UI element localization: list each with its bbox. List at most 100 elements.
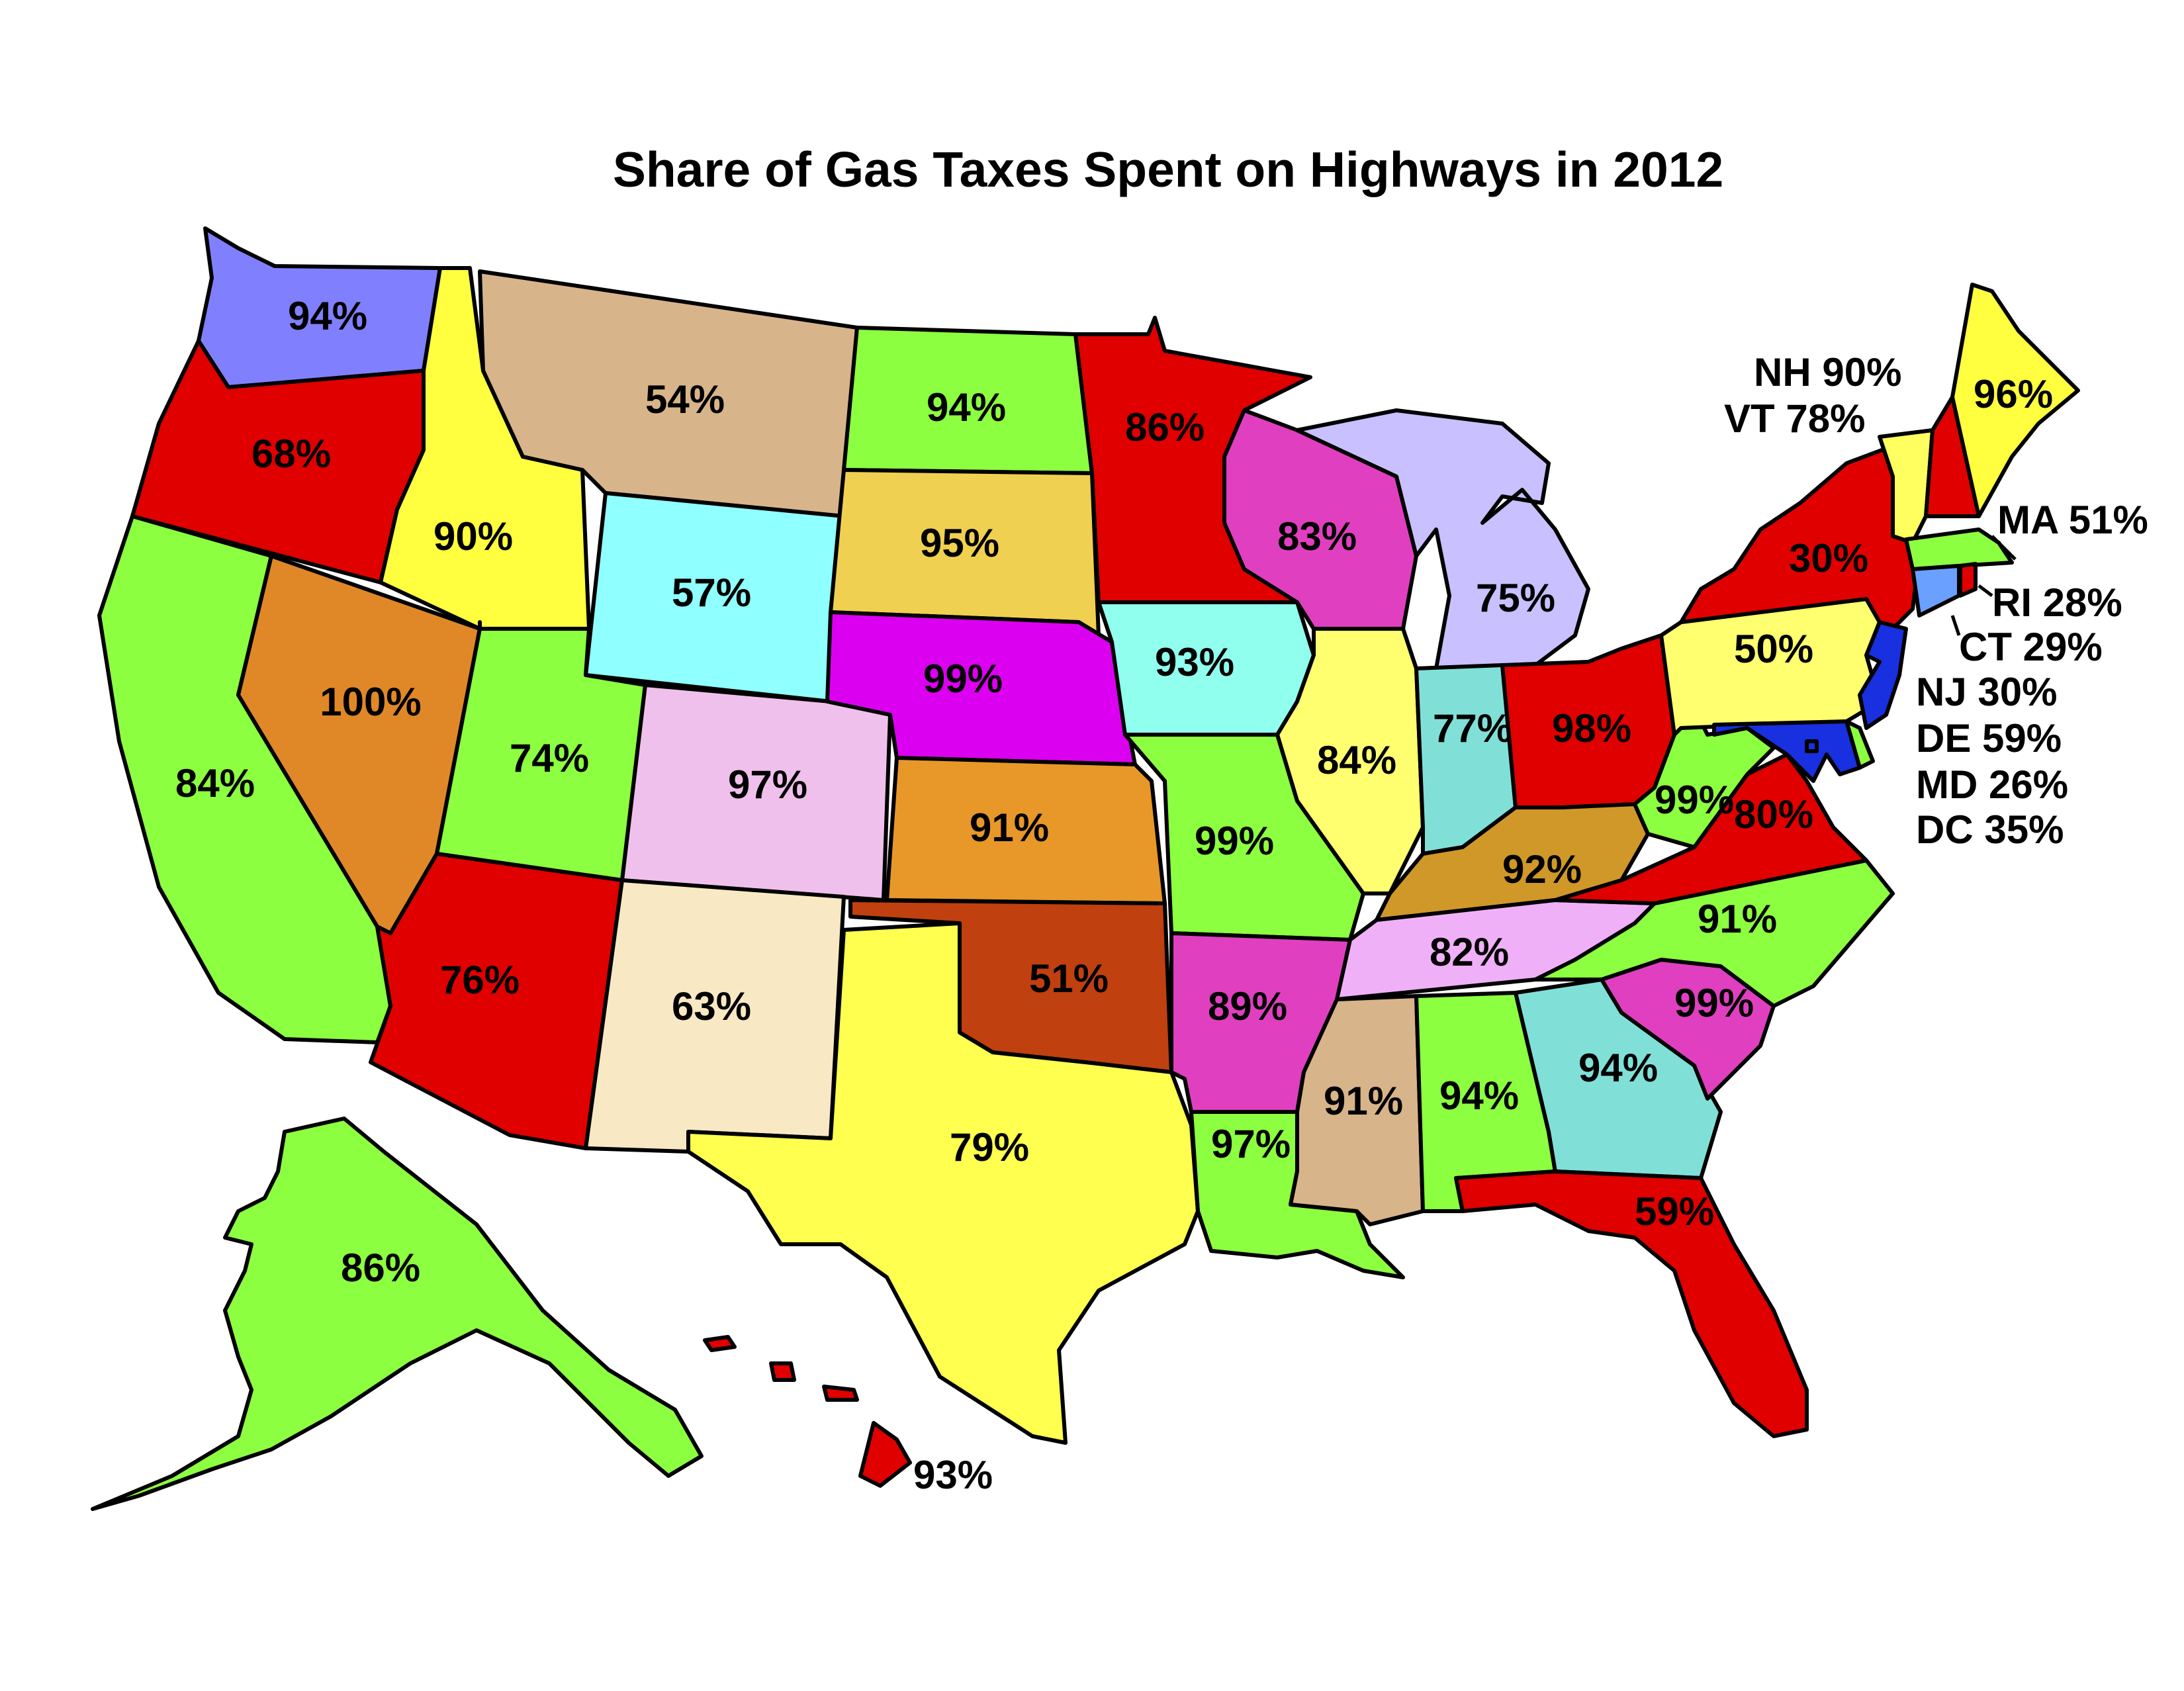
state-fl[interactable]: 59% xyxy=(1454,1169,1809,1438)
state-az-label: 76% xyxy=(440,958,520,1002)
state-ks[interactable]: 91% xyxy=(885,756,1167,905)
state-nd-label: 94% xyxy=(927,385,1006,430)
state-la[interactable]: 97% xyxy=(1189,1110,1405,1279)
state-tx-label: 79% xyxy=(950,1125,1029,1169)
state-mt[interactable]: 54% xyxy=(478,269,859,518)
state-ok-label: 51% xyxy=(1029,956,1109,1001)
callout-ri: RI 28% xyxy=(1992,580,2122,625)
state-ri[interactable] xyxy=(1958,562,1978,598)
state-oh[interactable]: 98% xyxy=(1500,633,1676,809)
state-ak-shape xyxy=(91,1117,704,1511)
state-va[interactable]: 80% xyxy=(1553,753,1868,905)
state-ia-label: 93% xyxy=(1155,640,1234,684)
callout-ma: MA 51% xyxy=(1997,498,2148,542)
state-tn-label: 82% xyxy=(1430,930,1509,974)
state-ny-label: 30% xyxy=(1789,536,1868,580)
state-ne-label: 99% xyxy=(923,657,1003,701)
state-va-label: 80% xyxy=(1734,792,1813,837)
state-nc[interactable]: 91% xyxy=(1533,858,1895,1008)
state-wv-label: 99% xyxy=(1655,778,1734,822)
state-hi-shape-3 xyxy=(822,1385,859,1402)
state-fl-label: 59% xyxy=(1635,1189,1714,1234)
state-or[interactable]: 68% xyxy=(130,339,426,584)
state-nc-shape xyxy=(1533,858,1895,1008)
leader-ct xyxy=(1950,615,1961,636)
leader-ri xyxy=(1978,584,1993,597)
state-mn-label: 86% xyxy=(1125,405,1205,449)
state-wy[interactable]: 57% xyxy=(584,491,846,704)
state-pa-label: 50% xyxy=(1734,627,1813,671)
map-title: Share of Gas Taxes Spent on Highways in … xyxy=(613,142,1723,197)
state-hi-shape-1 xyxy=(703,1335,737,1352)
state-ma-shape xyxy=(1904,527,2014,571)
state-ct[interactable] xyxy=(1911,564,1961,617)
state-ms[interactable]: 91% xyxy=(1289,994,1425,1226)
state-nj-shape xyxy=(1858,620,1908,730)
state-ct-shape xyxy=(1911,564,1961,617)
state-id-label: 90% xyxy=(433,514,513,559)
state-tx-shape xyxy=(686,921,1200,1445)
state-wi-label: 83% xyxy=(1277,514,1357,559)
state-ms-label: 91% xyxy=(1324,1079,1403,1123)
state-il-shape xyxy=(1275,627,1425,895)
state-md[interactable] xyxy=(1712,719,1862,783)
state-ky-label: 92% xyxy=(1502,847,1582,891)
state-mi-shape xyxy=(1295,408,1590,670)
state-la-label: 97% xyxy=(1211,1122,1291,1166)
state-nd[interactable]: 94% xyxy=(842,326,1094,475)
state-nj[interactable] xyxy=(1858,620,1908,730)
state-mo-label: 99% xyxy=(1195,819,1274,863)
state-il-label: 84% xyxy=(1317,738,1396,782)
callout-dc: DC 35% xyxy=(1916,807,2064,852)
state-wa-label: 94% xyxy=(288,294,367,338)
state-tx[interactable]: 79% xyxy=(686,921,1200,1445)
callout-nj: NJ 30% xyxy=(1916,670,2057,714)
state-ny[interactable]: 30% xyxy=(1679,441,1921,631)
callout-nh: NH 90% xyxy=(1754,350,1901,394)
state-nm[interactable]: 63% xyxy=(584,878,846,1154)
state-or-label: 68% xyxy=(251,432,331,476)
state-mi[interactable]: 75% xyxy=(1295,408,1590,670)
state-ks-shape xyxy=(885,756,1167,905)
state-co[interactable]: 97% xyxy=(620,683,892,902)
state-ak[interactable]: 86% xyxy=(91,1117,704,1511)
state-wy-label: 57% xyxy=(672,571,751,615)
state-ia[interactable]: 93% xyxy=(1097,600,1316,737)
state-ak-label: 86% xyxy=(341,1246,420,1290)
state-ut-label: 74% xyxy=(510,736,589,780)
callout-vt: VT 78% xyxy=(1724,396,1865,441)
state-co-shape xyxy=(620,683,892,902)
state-nm-label: 63% xyxy=(672,984,751,1028)
state-in-label: 77% xyxy=(1433,706,1512,751)
state-hi-shape-4 xyxy=(858,1421,912,1488)
state-hi-label: 93% xyxy=(913,1453,993,1497)
state-hi[interactable]: 93% xyxy=(703,1335,993,1497)
state-nv[interactable]: 100% xyxy=(236,554,482,935)
leader-ma xyxy=(1991,535,2017,561)
state-wa[interactable]: 94% xyxy=(197,226,442,389)
state-dc[interactable] xyxy=(1805,739,1819,753)
state-co-label: 97% xyxy=(728,762,807,807)
state-oh-label: 98% xyxy=(1552,706,1631,751)
state-sd[interactable]: 95% xyxy=(829,468,1101,637)
callout-md: MD 26% xyxy=(1916,762,2068,807)
state-hi-shape-2 xyxy=(769,1361,796,1382)
state-ca-label: 84% xyxy=(175,761,255,805)
state-ga-label: 94% xyxy=(1578,1046,1658,1090)
state-dc-shape xyxy=(1805,739,1819,753)
state-ks-label: 91% xyxy=(970,805,1049,850)
state-ma[interactable] xyxy=(1904,527,2014,571)
state-mt-label: 54% xyxy=(645,377,725,422)
state-tn[interactable]: 82% xyxy=(1335,898,1657,1001)
state-nv-label: 100% xyxy=(320,680,421,724)
state-mi-label: 75% xyxy=(1476,576,1555,620)
state-ri-shape xyxy=(1958,562,1978,598)
callout-ct: CT 29% xyxy=(1959,625,2103,669)
callout-de: DE 59% xyxy=(1916,716,2062,760)
state-me[interactable]: 96% xyxy=(1950,283,2080,518)
state-me-shape xyxy=(1950,283,2080,518)
state-sd-label: 95% xyxy=(920,521,999,565)
state-me-label: 96% xyxy=(1974,372,2053,416)
state-il[interactable]: 84% xyxy=(1275,627,1425,895)
